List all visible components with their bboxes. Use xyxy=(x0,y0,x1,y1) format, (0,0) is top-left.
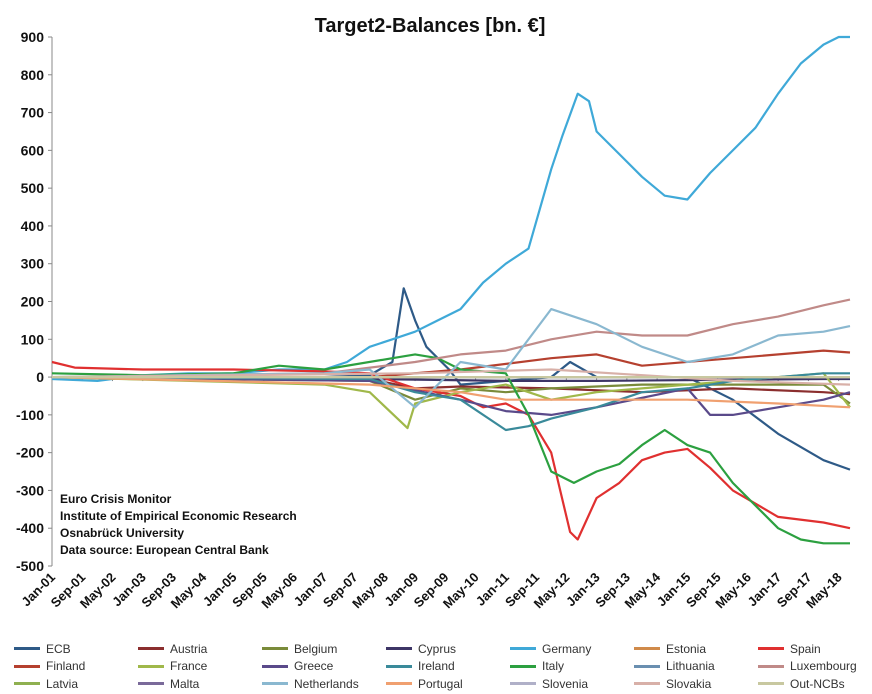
legend-item-latvia: Latvia xyxy=(14,675,78,692)
legend-item-malta: Malta xyxy=(138,675,199,692)
legend-swatch xyxy=(262,647,288,650)
series-line-belgium xyxy=(51,376,851,405)
legend-swatch xyxy=(14,682,40,685)
y-tick-label: 300 xyxy=(21,256,45,272)
legend-label: Finland xyxy=(46,659,86,673)
legend-item-belgium: Belgium xyxy=(262,640,337,657)
legend-item-spain: Spain xyxy=(758,640,821,657)
legend-item-finland: Finland xyxy=(14,658,85,675)
legend-swatch xyxy=(510,647,536,650)
legend-swatch xyxy=(758,664,784,668)
series-line-greece xyxy=(51,376,851,416)
y-tick-label: 700 xyxy=(21,105,45,121)
legend-label: Ireland xyxy=(418,659,455,673)
legend-label: Estonia xyxy=(666,641,707,656)
legend-item-out-ncbs: Out-NCBs xyxy=(758,675,845,692)
legend-item-germany: Germany xyxy=(510,640,591,657)
y-tick-label: 200 xyxy=(21,294,45,310)
legend-label: Slovakia xyxy=(666,676,712,691)
series-lines xyxy=(51,35,851,545)
legend-label: Portugal xyxy=(418,676,463,691)
legend-swatch xyxy=(262,664,288,668)
y-tick-label: 400 xyxy=(21,218,45,234)
legend-swatch xyxy=(510,664,536,668)
legend-item-france: France xyxy=(138,658,207,675)
source-annotation: Euro Crisis Monitor Institute of Empiric… xyxy=(60,491,297,559)
legend-swatch xyxy=(386,682,412,685)
y-tick-label: 100 xyxy=(21,331,45,347)
legend-item-slovakia: Slovakia xyxy=(634,675,711,692)
y-tick-label: -100 xyxy=(16,407,44,423)
y-tick-label: 600 xyxy=(21,142,45,158)
legend-item-italy: Italy xyxy=(510,658,564,675)
series-line-slovakia xyxy=(51,368,851,386)
chart-title: Target2-Balances [bn. €] xyxy=(315,15,546,37)
legend-swatch xyxy=(634,647,660,650)
series-line-italy xyxy=(51,353,850,545)
annotation-line-4: Data source: European Central Bank xyxy=(60,543,269,557)
legend-item-luxembourg: Luxembourg xyxy=(758,658,857,675)
annotation-line-2: Institute of Empirical Economic Research xyxy=(60,509,297,523)
legend-swatch xyxy=(758,682,784,685)
legend-item-portugal: Portugal xyxy=(386,675,463,692)
series-line-finland xyxy=(52,349,851,379)
y-tick-label: -300 xyxy=(16,482,44,498)
y-axis: 900 800 700 600 500 400 300 200 100 0 -100 -200 -300… xyxy=(16,29,53,574)
legend-item-lithuania: Lithuania xyxy=(634,658,715,675)
legend-swatch xyxy=(14,664,40,668)
legend-label: Cyprus xyxy=(418,641,457,656)
series-line-netherlands xyxy=(51,308,851,409)
legend-swatch xyxy=(14,647,40,650)
legend-item-cyprus: Cyprus xyxy=(386,640,456,657)
legend-swatch xyxy=(138,647,164,650)
legend-label: Malta xyxy=(170,676,200,691)
legend-label: Greece xyxy=(294,659,334,673)
legend-item-netherlands: Netherlands xyxy=(262,675,359,692)
legend-label: Netherlands xyxy=(294,676,359,691)
legend-item-slovenia: Slovenia xyxy=(510,675,588,692)
y-tick-label: 500 xyxy=(21,180,45,196)
legend-label: Slovenia xyxy=(542,676,589,691)
series-line-portugal xyxy=(51,376,851,409)
series-line-spain xyxy=(51,360,851,541)
chart: Target2-Balances [bn. €] 900 800 700 600 500… xyxy=(16,15,851,611)
legend-item-ireland: Ireland xyxy=(386,658,455,675)
legend-label: Austria xyxy=(170,641,208,656)
legend-label: ECB xyxy=(46,641,71,656)
legend-label: France xyxy=(170,659,208,673)
annotation-line-1: Euro Crisis Monitor xyxy=(60,492,172,506)
legend-item-austria: Austria xyxy=(138,640,207,657)
legend-swatch xyxy=(386,664,412,668)
legend-swatch xyxy=(758,647,784,650)
legend-item-greece: Greece xyxy=(262,658,333,675)
legend: ECB Austria Belgium Cyprus Germany Estonia Spa… xyxy=(14,640,870,694)
legend-label: Italy xyxy=(542,659,565,673)
series-line-germany xyxy=(51,35,850,382)
legend-swatch xyxy=(634,664,660,668)
legend-label: Out-NCBs xyxy=(790,676,845,691)
y-tick-label: 900 xyxy=(21,29,45,45)
legend-label: Germany xyxy=(542,641,592,656)
legend-label: Latvia xyxy=(46,676,79,691)
legend-swatch xyxy=(262,682,288,685)
y-tick-label: -200 xyxy=(16,445,44,461)
legend-label: Luxembourg xyxy=(790,659,857,673)
legend-swatch xyxy=(510,682,536,685)
y-tick-label: 800 xyxy=(21,67,45,83)
legend-label: Belgium xyxy=(294,641,338,656)
legend-swatch xyxy=(386,647,412,650)
y-tick-label: -400 xyxy=(16,520,44,536)
legend-swatch xyxy=(138,664,164,668)
legend-swatch xyxy=(634,682,660,685)
y-tick-label: -500 xyxy=(16,558,44,574)
legend-item-ecb: ECB xyxy=(14,640,71,657)
series-line-luxembourg xyxy=(51,298,851,379)
legend-label: Lithuania xyxy=(666,659,715,673)
annotation-line-3: Osnabrück University xyxy=(60,526,185,540)
legend-swatch xyxy=(138,682,164,685)
legend-label: Spain xyxy=(790,641,821,656)
y-tick-label: 0 xyxy=(36,369,44,385)
legend-item-estonia: Estonia xyxy=(634,640,706,657)
